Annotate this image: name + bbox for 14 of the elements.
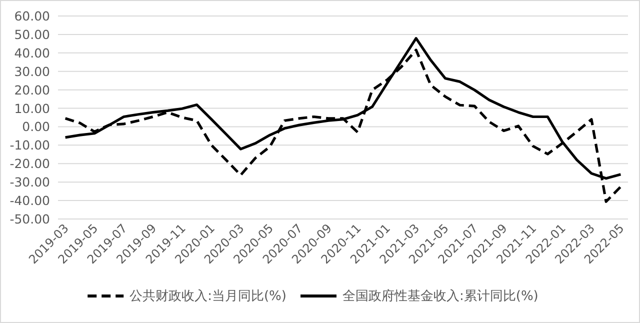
y-tick-label: -50.00 bbox=[10, 212, 50, 226]
y-tick-label: 0.00 bbox=[22, 119, 50, 134]
y-tick-label: 40.00 bbox=[14, 45, 50, 60]
y-tick-label: 50.00 bbox=[14, 26, 50, 42]
legend-label: 全国政府性基金收入:累计同比(%) bbox=[342, 288, 538, 304]
y-tick-label: -10.00 bbox=[10, 138, 50, 153]
y-tick-label: 60.00 bbox=[14, 8, 50, 24]
y-tick-label: 30.00 bbox=[14, 64, 50, 79]
y-tick-label: 20.00 bbox=[14, 82, 50, 98]
y-tick-label: 10.00 bbox=[14, 100, 50, 116]
y-tick-label: -30.00 bbox=[10, 174, 50, 190]
y-tick-label: -20.00 bbox=[10, 156, 50, 172]
legend-label: 公共财政收入:当月同比(%) bbox=[130, 289, 286, 304]
y-tick-label: -40.00 bbox=[10, 193, 50, 208]
